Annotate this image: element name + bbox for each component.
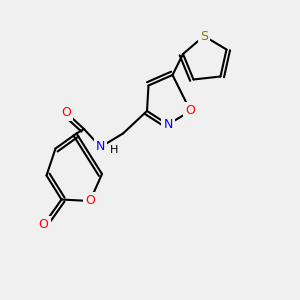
Text: O: O xyxy=(39,218,48,232)
Text: N: N xyxy=(163,118,173,131)
Text: S: S xyxy=(200,29,208,43)
Text: O: O xyxy=(61,106,71,119)
Text: O: O xyxy=(186,104,195,118)
Text: O: O xyxy=(85,194,95,208)
Text: N: N xyxy=(96,140,105,154)
Text: H: H xyxy=(110,145,118,155)
